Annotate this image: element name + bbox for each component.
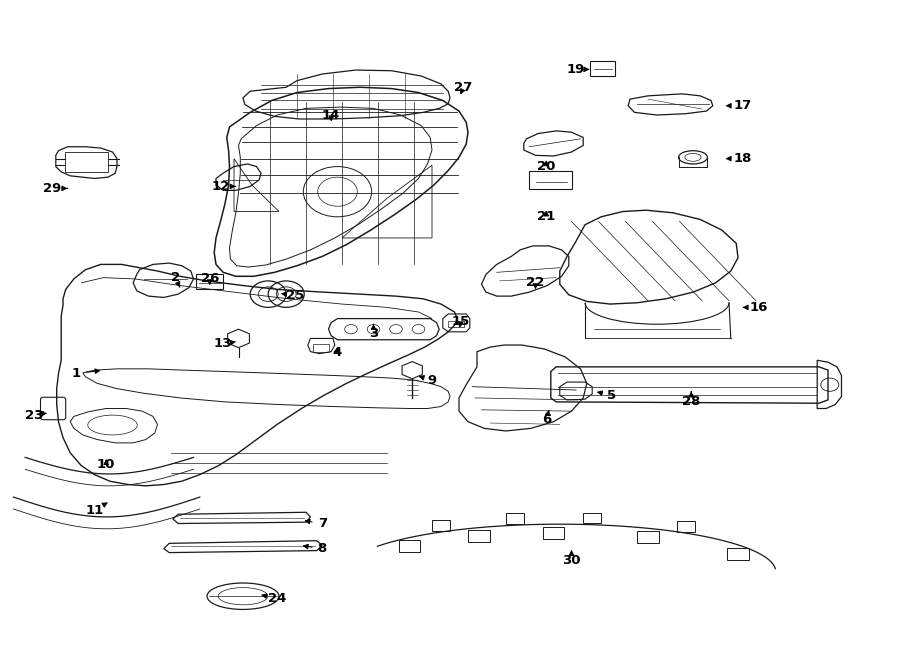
Text: 27: 27 [454, 81, 472, 95]
Text: 5: 5 [598, 389, 616, 402]
Text: 13: 13 [214, 337, 235, 350]
Bar [506, 513, 524, 524]
Text: 21: 21 [537, 210, 555, 223]
Bar [727, 548, 749, 560]
Text: 14: 14 [322, 109, 340, 122]
Text: 26: 26 [201, 272, 219, 286]
Text: 3: 3 [369, 325, 378, 340]
Text: 10: 10 [97, 457, 115, 471]
Bar [677, 521, 695, 531]
Text: 30: 30 [562, 551, 580, 567]
Text: 18: 18 [726, 152, 752, 165]
Text: 25: 25 [282, 289, 304, 302]
Text: 15: 15 [452, 315, 470, 329]
Text: 24: 24 [262, 592, 286, 605]
Text: 17: 17 [726, 99, 752, 112]
Text: 1: 1 [72, 367, 100, 380]
Text: 11: 11 [86, 503, 107, 517]
Text: 12: 12 [212, 180, 235, 193]
Text: 23: 23 [25, 408, 46, 422]
Text: 28: 28 [682, 392, 700, 408]
Bar [583, 513, 601, 524]
Text: 9: 9 [419, 373, 436, 387]
Text: 29: 29 [43, 182, 67, 195]
Bar [529, 171, 572, 189]
Text: 20: 20 [537, 160, 555, 173]
Bar [432, 520, 450, 531]
Bar [637, 531, 659, 543]
Bar [543, 527, 564, 539]
Text: 19: 19 [567, 63, 589, 76]
Text: 6: 6 [542, 410, 551, 426]
Text: 8: 8 [303, 542, 327, 555]
Text: 7: 7 [305, 517, 327, 530]
Bar [590, 61, 615, 76]
Text: 22: 22 [526, 276, 544, 290]
Bar [468, 530, 490, 542]
Text: 2: 2 [171, 271, 180, 287]
Bar [399, 540, 420, 552]
Bar [313, 344, 329, 352]
Text: 16: 16 [743, 301, 768, 314]
Bar [196, 274, 223, 289]
Text: 4: 4 [333, 346, 342, 359]
Bar [448, 321, 464, 327]
